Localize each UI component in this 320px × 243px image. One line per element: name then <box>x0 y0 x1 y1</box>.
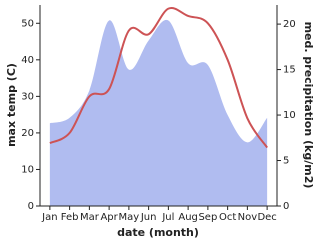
temp-line <box>49 6 268 149</box>
x-tick-label: Nov <box>238 212 258 223</box>
y-tick-label: 20 <box>21 128 34 139</box>
y-tick-label: 30 <box>21 91 34 102</box>
y2-tick-label: 10 <box>283 110 296 121</box>
y-tick-label: 0 <box>28 201 34 212</box>
y2-tick-label: 0 <box>283 201 289 212</box>
x-tick-label: Sep <box>198 212 217 223</box>
x-tick-label: Apr <box>100 212 118 223</box>
x-tick-label: Feb <box>61 212 79 223</box>
x-tick-label: Jan <box>41 212 57 223</box>
y-axis-label: max temp (C) <box>5 63 18 147</box>
x-tick-label: Oct <box>219 212 236 223</box>
y-tick-label: 10 <box>21 164 34 175</box>
x-tick-label: Jun <box>140 212 157 223</box>
x-tick-label: Mar <box>80 212 100 223</box>
y2-tick-label: 20 <box>283 19 296 30</box>
y2-tick-label: 5 <box>283 156 289 167</box>
y2-tick-label: 15 <box>283 65 296 76</box>
x-tick-label: Dec <box>257 212 276 223</box>
x-tick-label: May <box>119 212 140 223</box>
precip-area <box>49 19 268 206</box>
y-tick-label: 40 <box>21 55 34 66</box>
y2-axis-label: med. precipitation (kg/m2) <box>302 22 315 189</box>
y-tick-label: 50 <box>21 18 34 29</box>
x-tick-label: Aug <box>178 212 198 223</box>
x-tick-label: Jul <box>161 212 174 223</box>
x-axis-label: date (month) <box>117 226 199 239</box>
